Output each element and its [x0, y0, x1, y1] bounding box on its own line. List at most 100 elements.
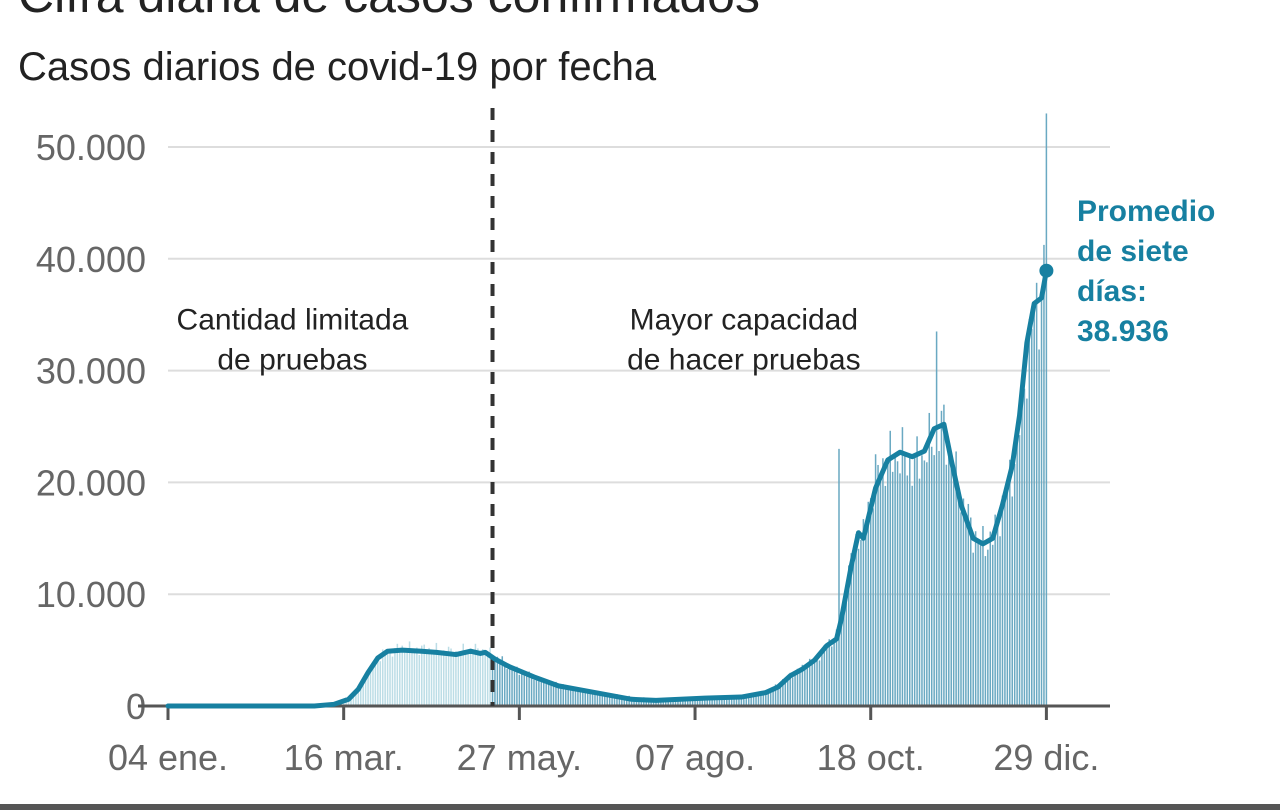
bar [381, 649, 384, 706]
bar [394, 648, 396, 706]
bar [772, 688, 774, 706]
bar [796, 668, 799, 706]
bar [750, 694, 752, 706]
bar [765, 694, 767, 706]
bar [435, 642, 438, 706]
bar [525, 674, 528, 706]
x-tick-label: 07 ago. [635, 737, 755, 778]
bar [965, 522, 967, 706]
bar [901, 427, 904, 706]
bar [891, 471, 894, 706]
bar [723, 696, 726, 706]
bar [835, 629, 838, 706]
bar [982, 526, 984, 706]
bar [718, 697, 721, 706]
bar [521, 672, 523, 706]
bar [362, 679, 364, 706]
bar [926, 462, 928, 706]
bar [369, 665, 372, 706]
bar [884, 485, 887, 706]
bar [989, 531, 992, 706]
bar [677, 698, 679, 706]
bar [1035, 282, 1038, 706]
bar [596, 692, 599, 706]
bar [828, 639, 830, 706]
bar [482, 649, 484, 706]
bar [513, 667, 516, 706]
bar [935, 331, 938, 706]
bar [564, 686, 567, 706]
bar [833, 642, 835, 706]
y-tick-label: 20.000 [36, 462, 146, 503]
seven-day-average-callout: Promedio [1077, 195, 1215, 228]
bar [440, 652, 443, 706]
bar [477, 648, 479, 706]
bar [850, 553, 852, 706]
bar [674, 698, 677, 706]
bar [1016, 425, 1018, 706]
bar [994, 514, 996, 706]
y-tick-label: 30.000 [36, 351, 146, 392]
bar [762, 691, 765, 706]
bar [823, 645, 826, 706]
y-tick-label: 0 [126, 686, 146, 727]
bar [447, 646, 450, 706]
bar [540, 677, 543, 706]
bar [467, 651, 469, 706]
bar [384, 652, 386, 706]
bar [433, 652, 435, 706]
bar [887, 457, 889, 706]
bar [413, 649, 416, 706]
bar [713, 697, 716, 706]
bar [430, 653, 433, 706]
bar [372, 666, 374, 706]
bar [530, 677, 533, 706]
bar [721, 695, 723, 706]
bar [777, 685, 779, 706]
bar [760, 692, 762, 706]
bar [882, 458, 884, 706]
bar [830, 646, 833, 706]
bar [499, 661, 501, 706]
bar [826, 647, 828, 706]
bar [1028, 319, 1031, 706]
bar [418, 654, 421, 706]
bar [1011, 496, 1013, 706]
bar [726, 697, 728, 706]
annotation-limited-testing: Cantidad limitada [177, 303, 409, 336]
bar [379, 661, 382, 706]
x-tick-label: 04 ene. [108, 737, 228, 778]
bar [494, 656, 496, 706]
bar [386, 651, 389, 706]
bar [957, 500, 960, 706]
bar [423, 644, 425, 706]
bar [767, 691, 769, 706]
bar [845, 602, 848, 706]
bar [999, 536, 1001, 706]
bar [1001, 495, 1004, 706]
bar [545, 684, 547, 706]
bar [987, 549, 989, 706]
bar [479, 655, 482, 706]
bar [574, 687, 577, 706]
bar [621, 695, 623, 706]
bar [538, 679, 540, 706]
bar [428, 647, 430, 706]
bar [555, 681, 557, 706]
chart-subtitle: Casos diarios de covid-19 por fecha [18, 45, 657, 89]
bar [1038, 349, 1040, 706]
bar [945, 464, 948, 706]
bar [1018, 435, 1021, 706]
bar [367, 672, 369, 706]
bar [672, 699, 674, 706]
bar [899, 473, 901, 706]
annotation-more-testing: de hacer pruebas [627, 343, 861, 376]
bar [774, 684, 777, 706]
bar [469, 648, 472, 706]
bar [496, 656, 499, 706]
bar [787, 675, 789, 706]
bar [460, 651, 462, 706]
x-tick-label: 29 dic. [993, 737, 1099, 778]
bar [806, 668, 809, 706]
bar [733, 696, 735, 706]
